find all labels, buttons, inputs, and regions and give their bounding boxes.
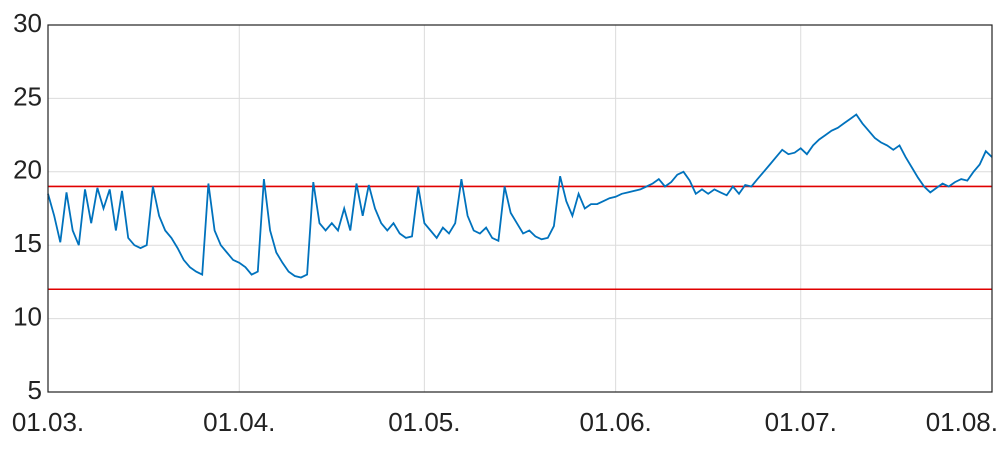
x-tick-label: 01.07. [765,407,837,437]
plot-frame [47,24,993,393]
y-tick-label: 30 [13,8,42,38]
y-tick-label: 5 [28,375,42,405]
y-tick-label: 10 [13,301,42,331]
x-tick-label: 01.03. [12,407,84,437]
y-tick-label: 20 [13,155,42,185]
y-tick-label: 15 [13,228,42,258]
x-tick-label: 01.05. [388,407,460,437]
y-tick-label: 25 [13,81,42,111]
x-tick-label: 01.08. [926,407,998,437]
data-line [47,113,993,279]
x-tick-label: 01.06. [579,407,651,437]
x-tick-label: 01.04. [203,407,275,437]
